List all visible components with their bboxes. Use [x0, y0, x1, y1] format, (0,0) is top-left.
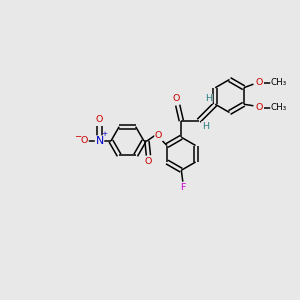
- Text: O: O: [145, 158, 152, 166]
- Text: O: O: [172, 94, 180, 103]
- Text: N: N: [95, 136, 104, 146]
- Text: O: O: [155, 131, 162, 140]
- Text: H: H: [205, 94, 212, 103]
- Text: −: −: [74, 132, 82, 141]
- Text: F: F: [180, 183, 185, 192]
- Text: CH₃: CH₃: [271, 103, 287, 112]
- Text: H: H: [202, 122, 209, 131]
- Text: CH₃: CH₃: [271, 78, 287, 87]
- Text: +: +: [102, 131, 108, 137]
- Text: O: O: [96, 115, 103, 124]
- Text: O: O: [81, 136, 88, 146]
- Text: O: O: [255, 103, 262, 112]
- Text: O: O: [255, 78, 262, 87]
